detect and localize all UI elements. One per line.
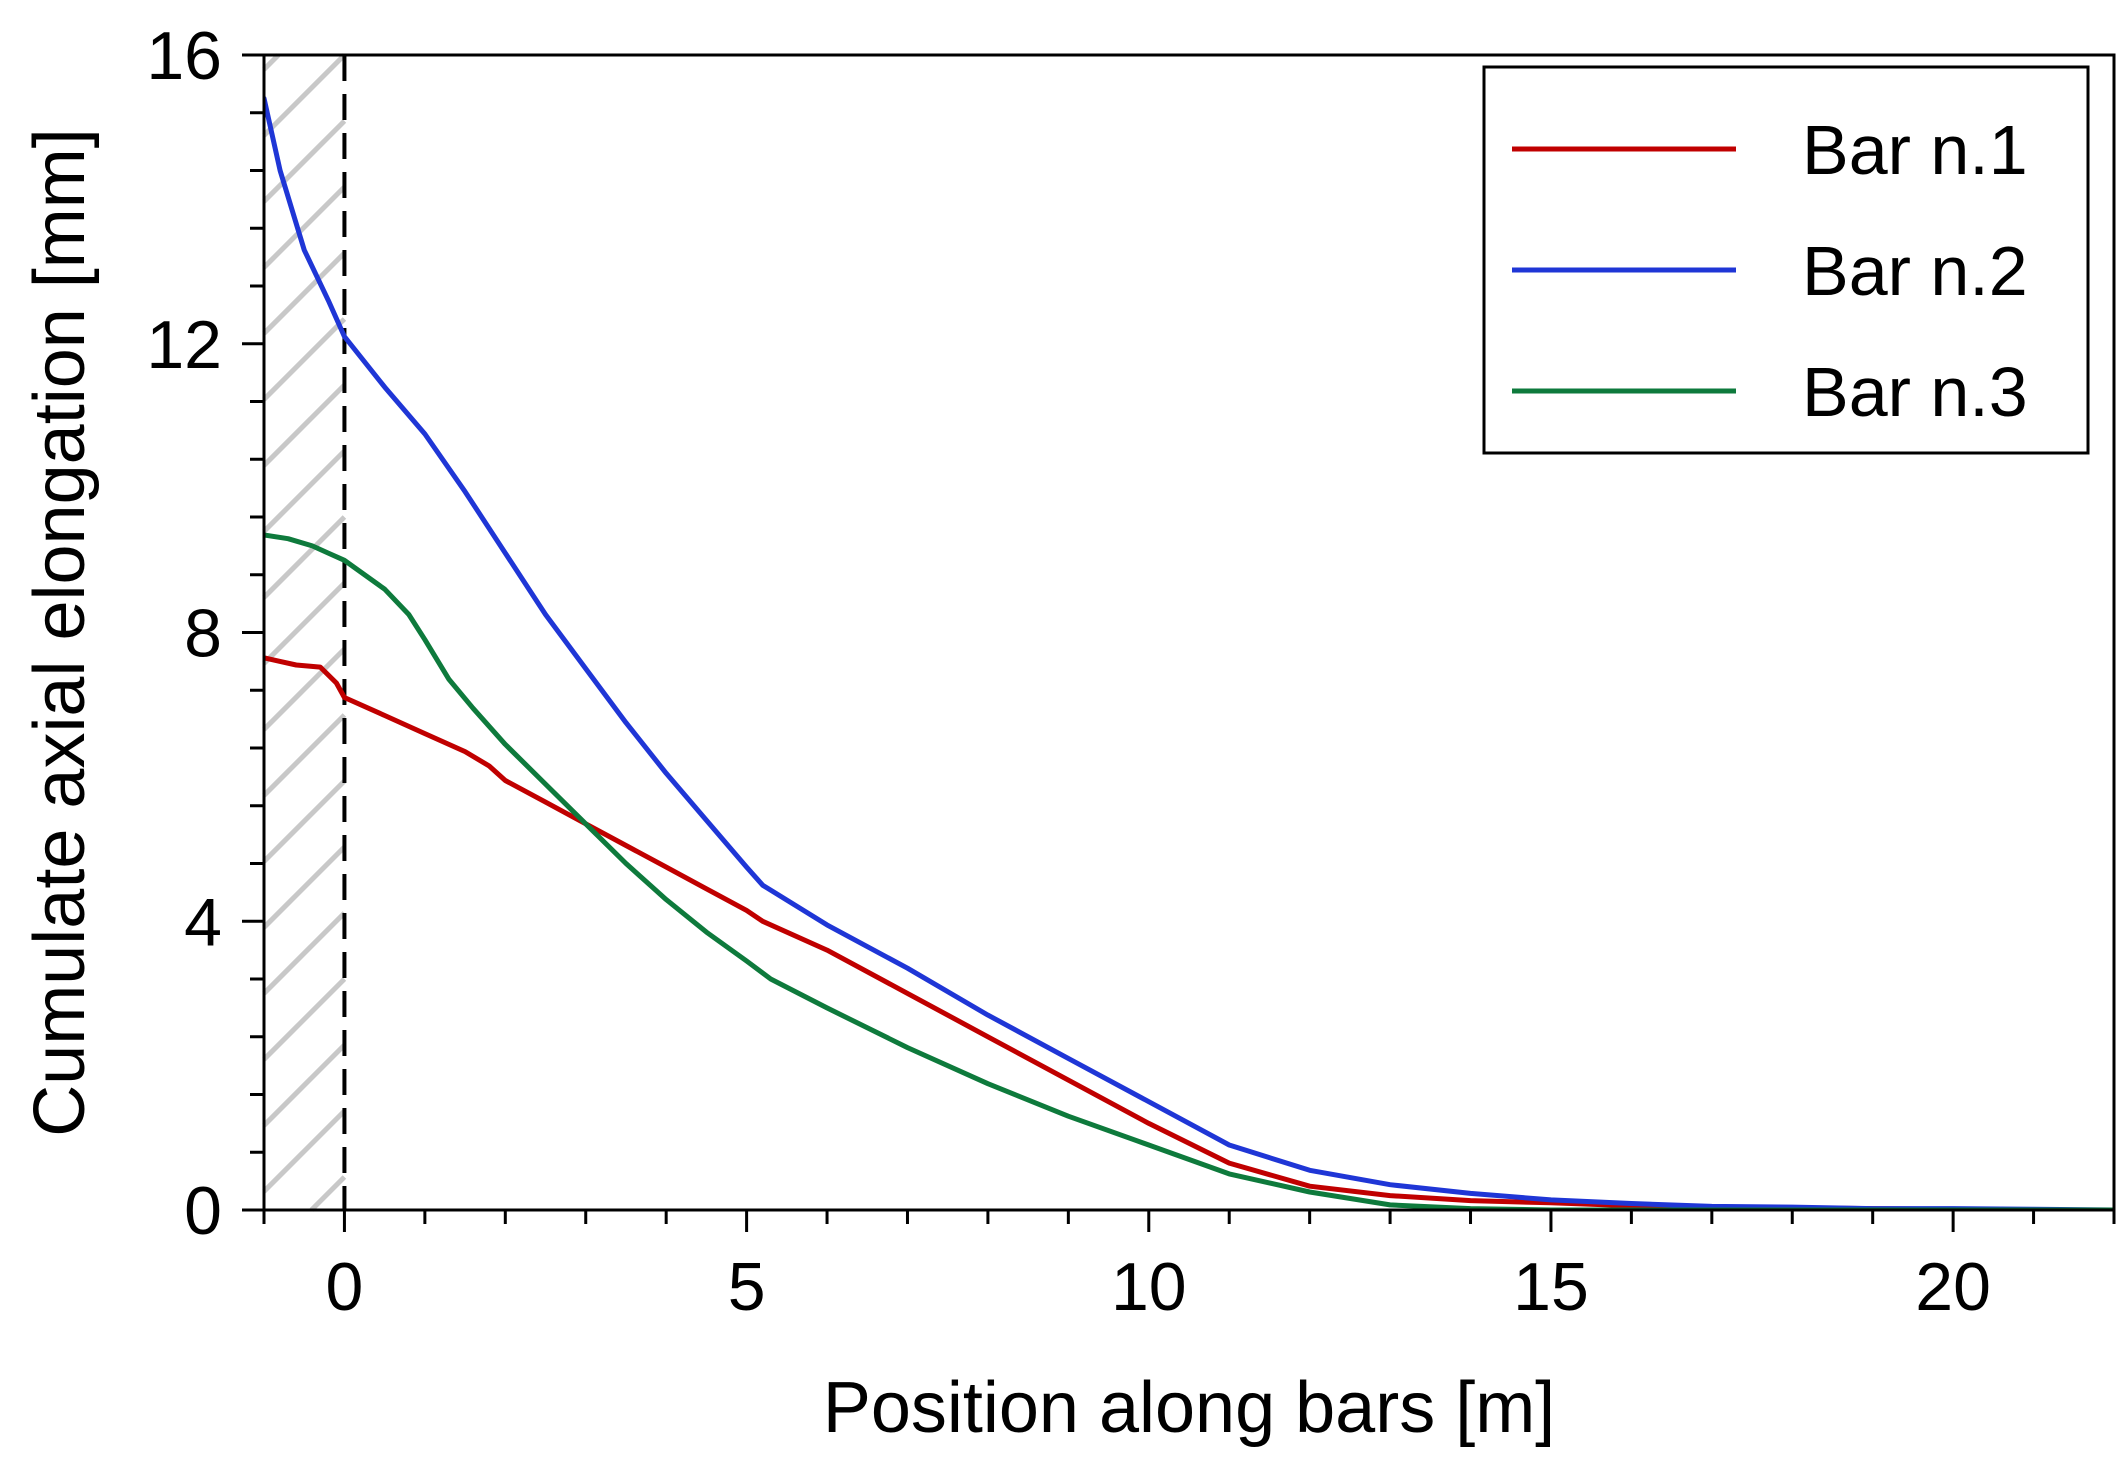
hatch-line [262,911,347,996]
hatch-lines [262,53,347,1212]
hatch-line [262,185,347,270]
x-tick-label: 5 [728,1249,766,1325]
hatch-line [262,713,347,798]
shaded-region [262,53,347,1212]
axes: 0 5 10 15 20 0 4 8 12 16 [146,18,2116,1325]
x-axis-title: Position along bars [m] [823,1368,1555,1448]
hatch-line [262,1109,347,1194]
y-tick-label: 16 [146,18,222,94]
y-tick-label: 0 [184,1173,222,1249]
hatch-line [262,449,347,534]
hatch-line [262,779,347,864]
x-tick-label: 0 [326,1249,364,1325]
hatch-line [262,383,347,468]
hatch-line [309,1175,347,1212]
legend: Bar n.1 Bar n.2 Bar n.3 [1482,65,2090,455]
series-layer [264,95,2114,1210]
hatch-line [262,251,347,336]
y-axis-title: Cumulate axial elongation [mm] [20,128,100,1137]
legend-label-1: Bar n.1 [1802,111,2028,189]
y-tick-label: 12 [146,307,222,383]
hatch-line [262,845,347,930]
y-tick-label: 8 [184,596,222,672]
legend-label-3: Bar n.3 [1802,353,2028,431]
hatch-line [262,317,347,402]
x-tick-label: 10 [1111,1249,1187,1325]
legend-label-2: Bar n.2 [1802,232,2028,310]
series-line-2 [264,95,2114,1210]
series-line-1 [264,655,2114,1210]
hatch-line [262,1043,347,1128]
hatch-line [262,977,347,1062]
hatch-line [262,515,347,600]
x-tick-label: 20 [1915,1249,1991,1325]
hatch-line [262,53,281,72]
y-tick-label: 4 [184,884,222,960]
x-tick-label: 15 [1513,1249,1589,1325]
hatch-line [262,647,347,732]
series-line-3 [264,532,2114,1210]
hatch-line [262,53,347,138]
hatch-line [262,581,347,666]
hatch-line [262,119,347,204]
